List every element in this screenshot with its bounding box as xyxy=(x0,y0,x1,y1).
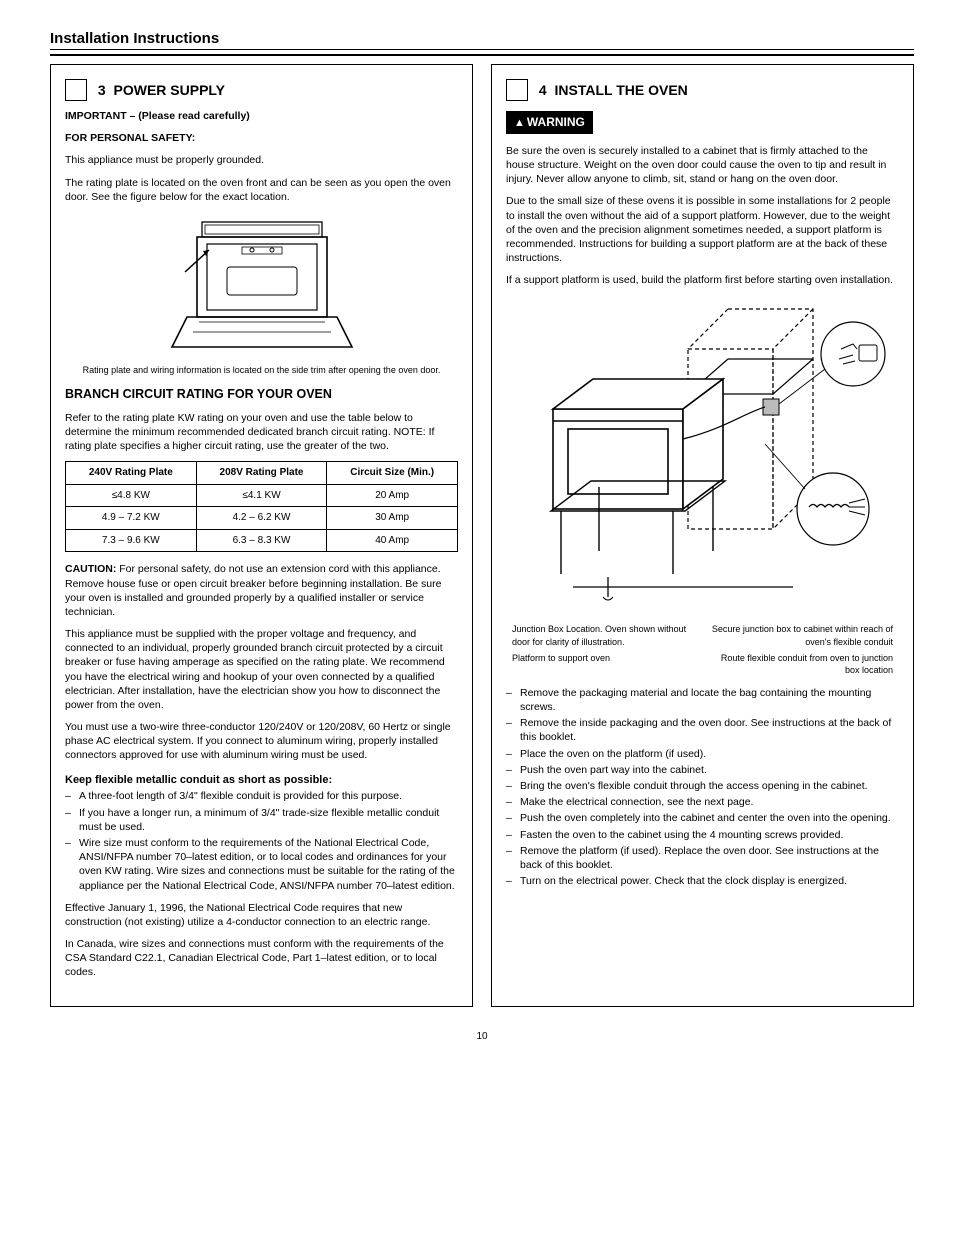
list-item: If you have a longer run, a minimum of 3… xyxy=(65,806,458,834)
cell: ≤4.1 KW xyxy=(196,484,327,507)
rating-plate-caption: Rating plate and wiring information is l… xyxy=(65,364,458,376)
step-4-label: INSTALL THE OVEN xyxy=(555,82,688,98)
list-item: Push the oven completely into the cabine… xyxy=(506,811,899,825)
codes-text: This appliance must be supplied with the… xyxy=(65,627,458,712)
list-item: Remove the platform (if used). Replace t… xyxy=(506,844,899,872)
kw-note: Refer to the rating plate KW rating on y… xyxy=(65,411,458,454)
col-circuit: Circuit Size (Min.) xyxy=(327,462,458,485)
list-item: Remove the packaging material and locate… xyxy=(506,686,899,714)
cell: 4.2 – 6.2 KW xyxy=(196,507,327,530)
codes-text-2: You must use a two-wire three-conductor … xyxy=(65,720,458,763)
table-row: 4.9 – 7.2 KW 4.2 – 6.2 KW 30 Amp xyxy=(66,507,458,530)
right-column: 4 INSTALL THE OVEN ▲WARNING Be sure the … xyxy=(491,64,914,1007)
title-rule xyxy=(50,49,914,50)
platform-caption: Platform to support oven xyxy=(512,652,699,676)
title-rule-bold xyxy=(50,54,914,56)
support-first-text: If a support platform is used, build the… xyxy=(506,273,899,287)
step-3-title: 3 POWER SUPPLY xyxy=(98,79,225,101)
branch-heading: BRANCH CIRCUIT RATING FOR YOUR OVEN xyxy=(65,386,458,403)
list-item: Bring the oven's flexible conduit throug… xyxy=(506,779,899,793)
page-number: 10 xyxy=(50,1031,914,1042)
cell: 6.3 – 8.3 KW xyxy=(196,529,327,552)
install-steps: Remove the packaging material and locate… xyxy=(506,686,899,888)
short-list: A three-foot length of 3/4" flexible con… xyxy=(65,789,458,892)
ground-text: This appliance must be properly grounded… xyxy=(65,153,458,167)
short-heading: Keep flexible metallic conduit as short … xyxy=(65,773,458,788)
cell: 20 Amp xyxy=(327,484,458,507)
cell: ≤4.8 KW xyxy=(66,484,197,507)
important-line: IMPORTANT – (Please read carefully) xyxy=(65,109,458,123)
oven-rating-plate-illustration xyxy=(157,212,367,362)
table-row: 7.3 – 9.6 KW 6.3 – 8.3 KW 40 Amp xyxy=(66,529,458,552)
col-208v: 208V Rating Plate xyxy=(196,462,327,485)
step-4-title: 4 INSTALL THE OVEN xyxy=(539,79,688,101)
list-item: Wire size must conform to the requiremen… xyxy=(65,836,458,893)
list-item: Push the oven part way into the cabinet. xyxy=(506,763,899,777)
warning-triangle-icon: ▲ xyxy=(514,117,525,129)
list-item: A three-foot length of 3/4" flexible con… xyxy=(65,789,458,803)
list-item: Make the electrical connection, see the … xyxy=(506,795,899,809)
list-item: Remove the inside packaging and the oven… xyxy=(506,716,899,744)
rating-plate-note: The rating plate is located on the oven … xyxy=(65,176,458,204)
jbox-caption: Junction Box Location. Oven shown withou… xyxy=(512,623,699,647)
list-item: Turn on the electrical power. Check that… xyxy=(506,874,899,888)
left-column: 3 POWER SUPPLY IMPORTANT – (Please read … xyxy=(50,64,473,1007)
caution-block: CAUTION: For personal safety, do not use… xyxy=(65,562,458,619)
step-3-label: POWER SUPPLY xyxy=(114,82,226,98)
canada-text: In Canada, wire sizes and connections mu… xyxy=(65,937,458,980)
secure-caption: Secure junction box to cabinet within re… xyxy=(707,623,894,647)
warning-label: ▲WARNING xyxy=(506,111,593,134)
cell: 4.9 – 7.2 KW xyxy=(66,507,197,530)
step-checkbox-4 xyxy=(506,79,528,101)
list-item: Fasten the oven to the cabinet using the… xyxy=(506,828,899,842)
step-checkbox-3 xyxy=(65,79,87,101)
cell: 40 Amp xyxy=(327,529,458,552)
cell: 7.3 – 9.6 KW xyxy=(66,529,197,552)
safety-heading: FOR PERSONAL SAFETY: xyxy=(65,131,458,145)
list-item: Place the oven on the platform (if used)… xyxy=(506,747,899,761)
table-row: ≤4.8 KW ≤4.1 KW 20 Amp xyxy=(66,484,458,507)
oven-install-illustration xyxy=(513,299,893,619)
effective-text: Effective January 1, 1996, the National … xyxy=(65,901,458,929)
route-caption: Route flexible conduit from oven to junc… xyxy=(707,652,894,676)
col-240v: 240V Rating Plate xyxy=(66,462,197,485)
circuit-table: 240V Rating Plate 208V Rating Plate Circ… xyxy=(65,461,458,552)
cell: 30 Amp xyxy=(327,507,458,530)
page-title: Installation Instructions xyxy=(50,30,914,47)
small-oven-text: Due to the small size of these ovens it … xyxy=(506,194,899,265)
warning-text: Be sure the oven is securely installed t… xyxy=(506,144,899,187)
